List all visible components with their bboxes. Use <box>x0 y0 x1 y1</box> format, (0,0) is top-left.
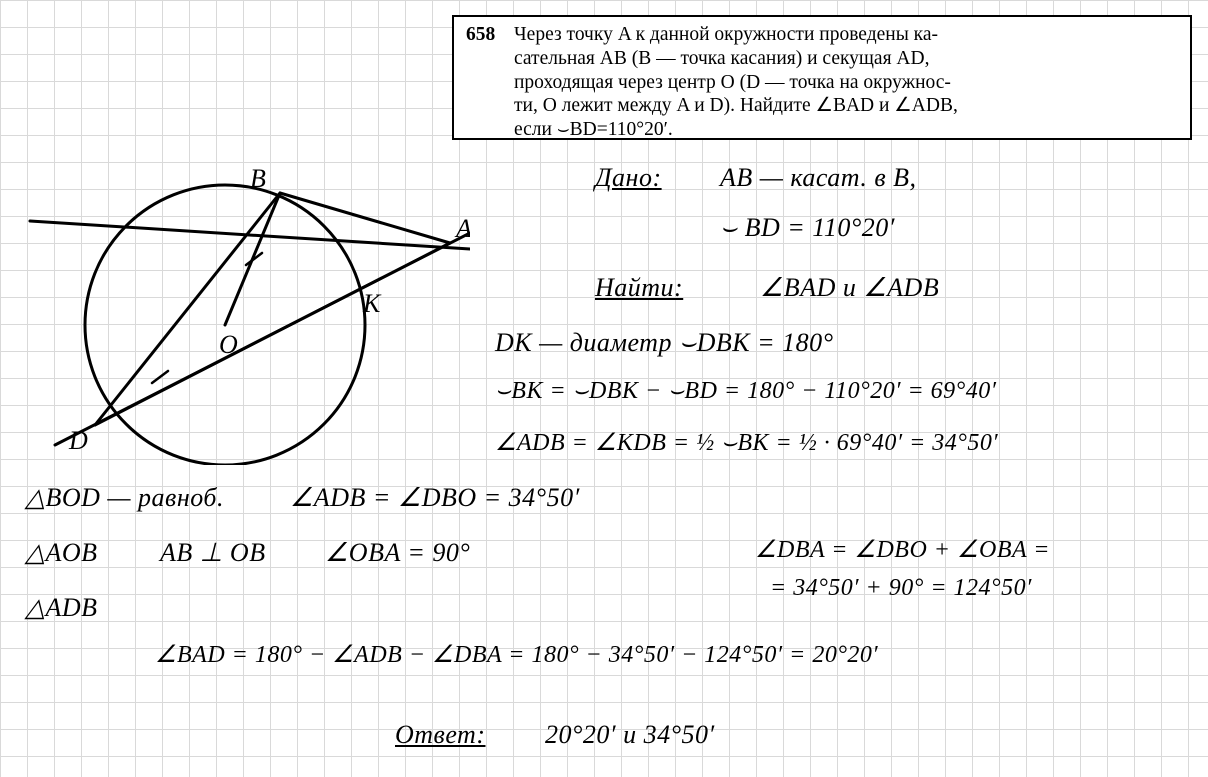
find-label: Найти: <box>595 273 683 303</box>
solution-line-8: ∠BAD = 180° − ∠ADB − ∠DBA = 180° − 34°50… <box>155 640 878 669</box>
given-line-1: AB — касат. в B, <box>720 163 917 193</box>
geometry-diagram: B A K O D <box>0 135 470 465</box>
problem-statement-box: 658Через точку A к данной окружности про… <box>452 15 1192 140</box>
problem-line-1: Через точку A к данной окружности провед… <box>514 24 938 45</box>
given-label: Дано: <box>595 163 662 193</box>
solution-line-7a: ∠DBA = ∠DBO + ∠OBA = <box>755 535 1050 564</box>
solution-line-6: △ADB <box>25 593 98 623</box>
problem-line-3: проходящая через центр O (D — точка на о… <box>514 72 951 93</box>
solution-line-5c: ∠OBA = 90° <box>325 538 470 568</box>
solution-line-4b: ∠ADB = ∠DBO = 34°50′ <box>290 483 580 513</box>
problem-line-2: сательная AB (B — точка касания) и секущ… <box>514 48 929 69</box>
solution-line-3: ∠ADB = ∠KDB = ½ ⌣BK = ½ · 69°40′ = 34°50… <box>495 428 998 457</box>
find-text: ∠BAD и ∠ADB <box>760 273 939 303</box>
svg-text:B: B <box>250 164 266 193</box>
svg-text:A: A <box>454 214 470 243</box>
solution-line-1: DK — диаметр ⌣DBK = 180° <box>495 328 834 359</box>
answer-label: Ответ: <box>395 720 485 750</box>
problem-line-4: ти, O лежит между A и D). Найдите ∠BAD и… <box>514 95 958 116</box>
given-line-2: ⌣ BD = 110°20′ <box>720 213 895 244</box>
problem-line-5: если ⌣BD=110°20′. <box>514 119 673 140</box>
svg-text:D: D <box>68 426 88 455</box>
solution-line-7b: = 34°50′ + 90° = 124°50′ <box>770 575 1032 602</box>
answer-text: 20°20′ и 34°50′ <box>545 720 715 750</box>
svg-text:O: O <box>219 330 238 359</box>
solution-line-5a: △AOB <box>25 538 98 568</box>
svg-text:K: K <box>362 289 382 318</box>
solution-line-2: ⌣BK = ⌣DBK − ⌣BD = 180° − 110°20′ = 69°4… <box>495 378 997 405</box>
solution-line-5b: AB ⊥ OB <box>160 538 266 568</box>
problem-number: 658 <box>466 23 514 47</box>
solution-line-4a: △BOD — равноб. <box>25 483 224 513</box>
